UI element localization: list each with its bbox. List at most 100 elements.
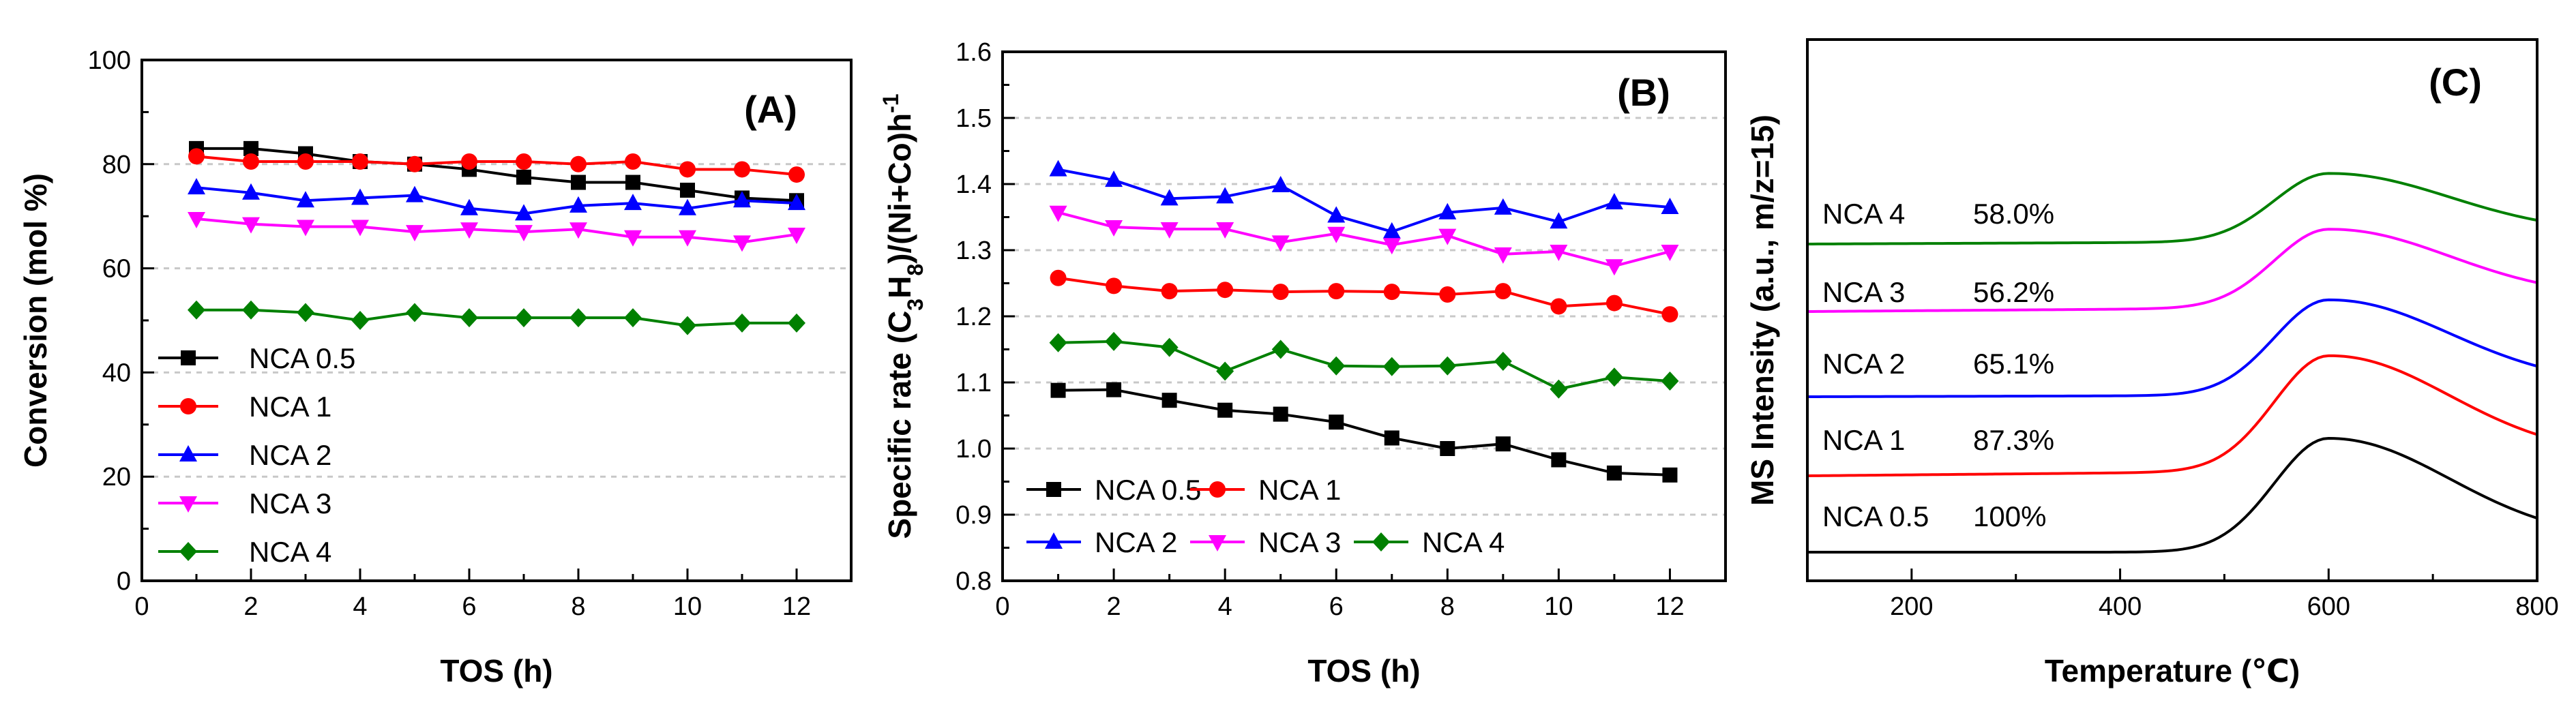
series-line xyxy=(1058,168,1670,233)
data-point xyxy=(1327,356,1346,376)
data-point xyxy=(1217,282,1234,299)
data-point xyxy=(1271,339,1290,359)
data-point xyxy=(352,153,368,170)
trace-line xyxy=(1807,354,2538,477)
data-point xyxy=(243,140,258,156)
data-point xyxy=(1605,367,1623,387)
series-nca-3 xyxy=(1049,205,1679,276)
data-point xyxy=(680,183,695,198)
y-tick-label: 1.6 xyxy=(956,38,992,67)
legend-marker xyxy=(181,350,196,365)
data-point xyxy=(1550,379,1568,399)
trace-line xyxy=(1807,298,2538,398)
y-axis-title: Conversion (mol %) xyxy=(18,173,53,468)
legend-entry-nca-4: NCA 4 xyxy=(158,536,331,568)
trace-line xyxy=(1807,228,2538,313)
legend-label: NCA 2 xyxy=(249,439,331,471)
x-tick-label: 6 xyxy=(462,592,476,621)
data-point xyxy=(679,230,696,247)
data-point xyxy=(1216,361,1234,381)
data-point xyxy=(625,153,641,170)
x-tick-label: 600 xyxy=(2307,592,2350,621)
series-nca-1 xyxy=(188,148,805,183)
data-point xyxy=(516,169,531,185)
y-axis-title-part: 8 xyxy=(903,264,928,276)
panel-c: 200 400 600 800 NCA 0.5 100% NCA 1 87.3% NCA 2 65… xyxy=(1745,38,2559,689)
legend-entry-nca-2: NCA 2 xyxy=(158,439,331,471)
legend-entry-nca-1: NCA 1 xyxy=(1190,474,1341,506)
y-axis-title-part: Specific rate (C xyxy=(882,311,917,539)
series-line xyxy=(196,217,797,244)
data-point xyxy=(461,153,477,170)
data-point xyxy=(460,308,478,328)
data-point xyxy=(1494,247,1512,264)
data-point xyxy=(1661,244,1679,261)
y-tick-label: 1.1 xyxy=(956,369,992,397)
data-point xyxy=(242,300,260,320)
data-point xyxy=(242,183,260,200)
trace-line xyxy=(1807,436,2538,554)
legend-marker xyxy=(1209,481,1226,498)
data-point xyxy=(1329,414,1344,430)
data-point xyxy=(406,303,424,322)
data-point xyxy=(624,230,642,247)
data-point xyxy=(733,235,751,252)
legend-label: NCA 2 xyxy=(1095,526,1177,558)
series-line xyxy=(1058,276,1670,316)
legend-marker xyxy=(1209,535,1226,551)
x-tick-label: 8 xyxy=(571,592,585,621)
data-point xyxy=(569,222,587,239)
data-point xyxy=(734,161,750,178)
data-point xyxy=(406,225,424,242)
series-nca-4 xyxy=(1049,331,1679,399)
y-axis-title-part: 3 xyxy=(903,299,928,311)
data-point xyxy=(788,313,805,333)
trace-nca-0-5: NCA 0.5 100% xyxy=(1807,436,2538,554)
data-point xyxy=(625,175,640,190)
panel-b: 0.8 0.9 1.0 1.1 1.2 1.3 1.4 1.5 1.6 0 2 4 6 8 10 12 (B) T… xyxy=(878,38,1727,689)
data-point xyxy=(297,303,314,322)
data-point xyxy=(1605,193,1623,210)
data-point xyxy=(1217,402,1233,418)
data-point xyxy=(1438,228,1457,245)
data-point xyxy=(1216,187,1234,204)
data-point xyxy=(515,308,533,328)
data-point xyxy=(1327,206,1346,223)
series-nca-2 xyxy=(188,178,805,221)
data-point xyxy=(679,316,696,335)
data-point xyxy=(1551,452,1567,468)
series-nca-0-5 xyxy=(1050,382,1678,483)
series-line xyxy=(196,186,797,215)
trace-name-label: NCA 4 xyxy=(1822,198,1905,230)
plot-frame xyxy=(140,59,853,582)
data-point xyxy=(569,308,587,328)
legend-label: NCA 0.5 xyxy=(249,342,355,374)
data-point xyxy=(1049,205,1067,222)
data-point xyxy=(1661,197,1679,214)
legend-entry-nca-4: NCA 4 xyxy=(1354,526,1505,558)
x-tick-label: 0 xyxy=(995,592,1009,621)
series-nca-4 xyxy=(188,300,805,335)
x-tick-label: 12 xyxy=(1655,592,1684,621)
trace-name-label: NCA 2 xyxy=(1822,348,1905,380)
data-point xyxy=(1161,283,1178,300)
trace-nca-2: NCA 2 65.1% xyxy=(1807,298,2538,398)
data-point xyxy=(1160,337,1179,357)
x-tick-label: 10 xyxy=(1544,592,1573,621)
y-tick-label: 60 xyxy=(102,255,131,284)
legend-label: NCA 1 xyxy=(249,391,331,423)
legend-marker xyxy=(1045,532,1063,549)
data-point xyxy=(1440,441,1455,456)
panel-tag: (A) xyxy=(744,88,797,131)
data-point xyxy=(1160,222,1179,239)
y-tick-label: 20 xyxy=(102,463,131,491)
panel-tag: (B) xyxy=(1617,71,1670,114)
trace-line xyxy=(1807,172,2538,245)
series-line xyxy=(1058,388,1670,476)
data-point xyxy=(733,191,751,208)
data-point xyxy=(1050,382,1066,398)
legend: NCA 0.5 NCA 1 NCA 2 NCA 3 NCA 4 xyxy=(1026,474,1505,558)
trace-percent-label: 56.2% xyxy=(1973,276,2054,308)
x-tick-label: 0 xyxy=(134,592,149,621)
trace-name-label: NCA 0.5 xyxy=(1822,500,1929,532)
